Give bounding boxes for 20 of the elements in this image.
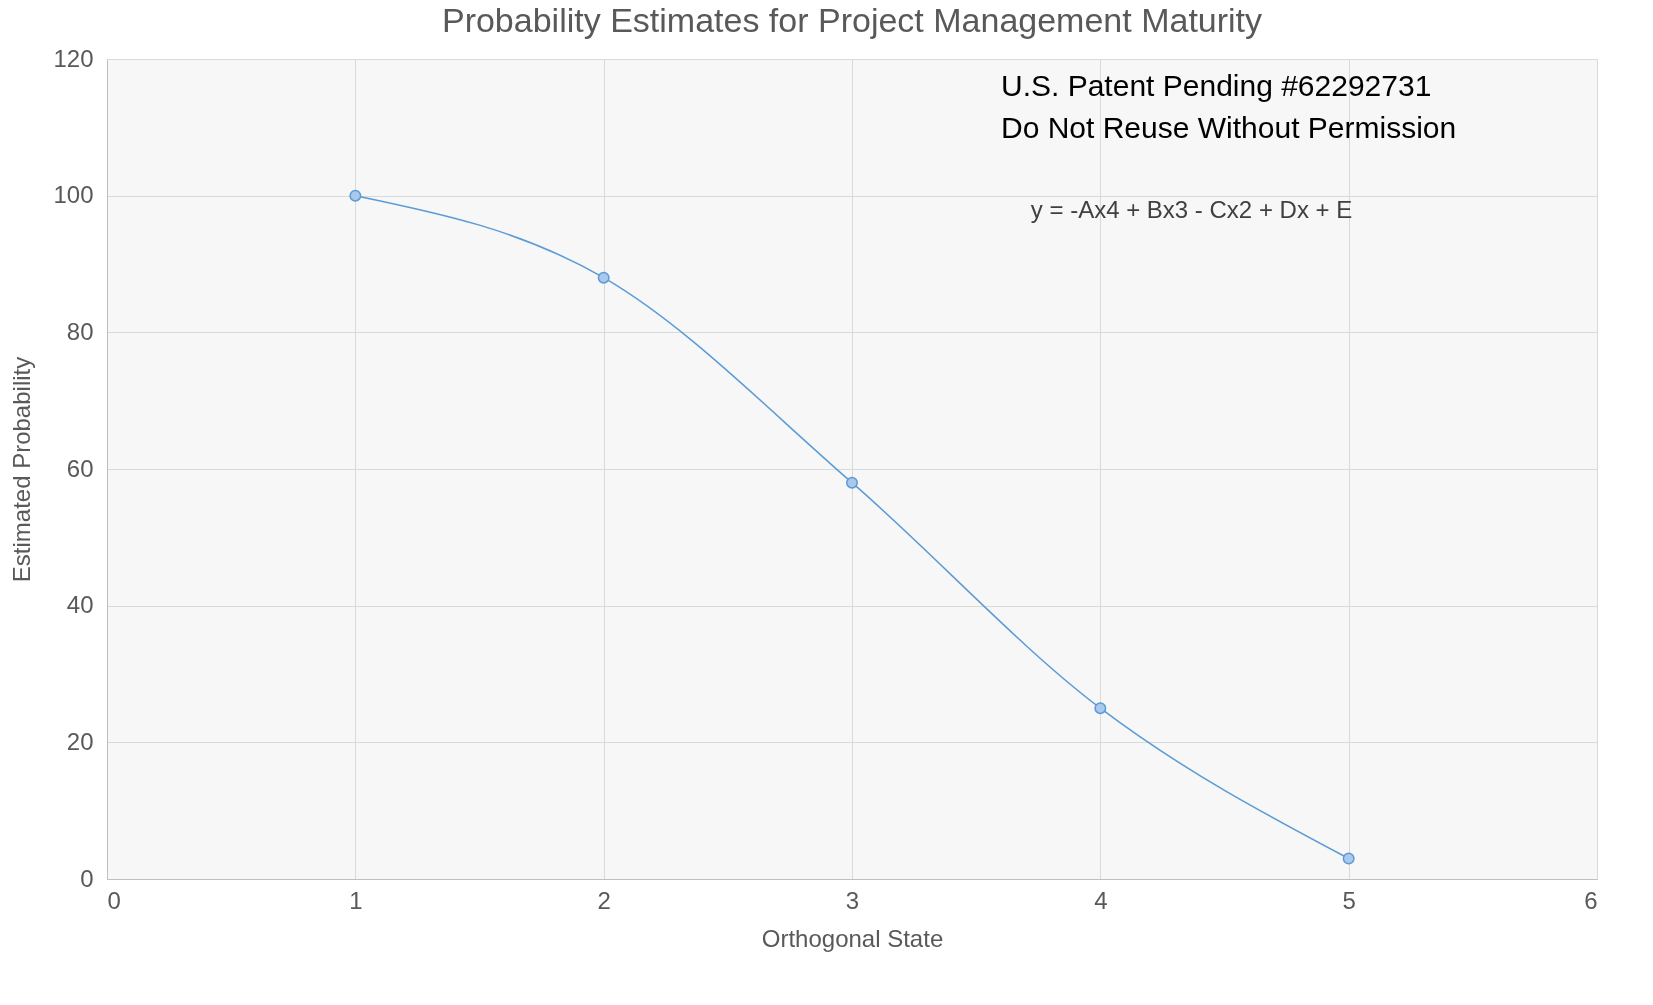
x-tick-label: 3 xyxy=(845,886,860,914)
chart-title: Probability Estimates for Project Management Maturity xyxy=(441,1,1263,39)
y-tick-label: 40 xyxy=(66,591,94,619)
x-tick-label: 6 xyxy=(1584,886,1598,914)
y-tick-label: 0 xyxy=(80,864,94,892)
annotation: y = -Ax4 + Bx3 - Cx2 + Dx + E xyxy=(1030,196,1353,223)
y-tick-label: 100 xyxy=(53,181,94,209)
x-tick-label: 2 xyxy=(597,886,611,914)
y-tick-label: 120 xyxy=(53,44,94,72)
x-tick-label: 4 xyxy=(1094,886,1108,914)
x-tick-label: 0 xyxy=(107,886,121,914)
x-axis-title: Orthogonal State xyxy=(761,924,944,952)
y-axis-title: Estimated Probability xyxy=(8,356,36,583)
x-tick-label: 5 xyxy=(1342,886,1356,914)
x-tick-label: 1 xyxy=(349,886,363,914)
y-tick-label: 80 xyxy=(66,317,94,345)
y-tick-label: 20 xyxy=(66,727,94,755)
annotation: U.S. Patent Pending #62292731 xyxy=(1001,69,1432,102)
y-tick-label: 60 xyxy=(66,454,94,482)
annotation: Do Not Reuse Without Permission xyxy=(1001,111,1457,144)
